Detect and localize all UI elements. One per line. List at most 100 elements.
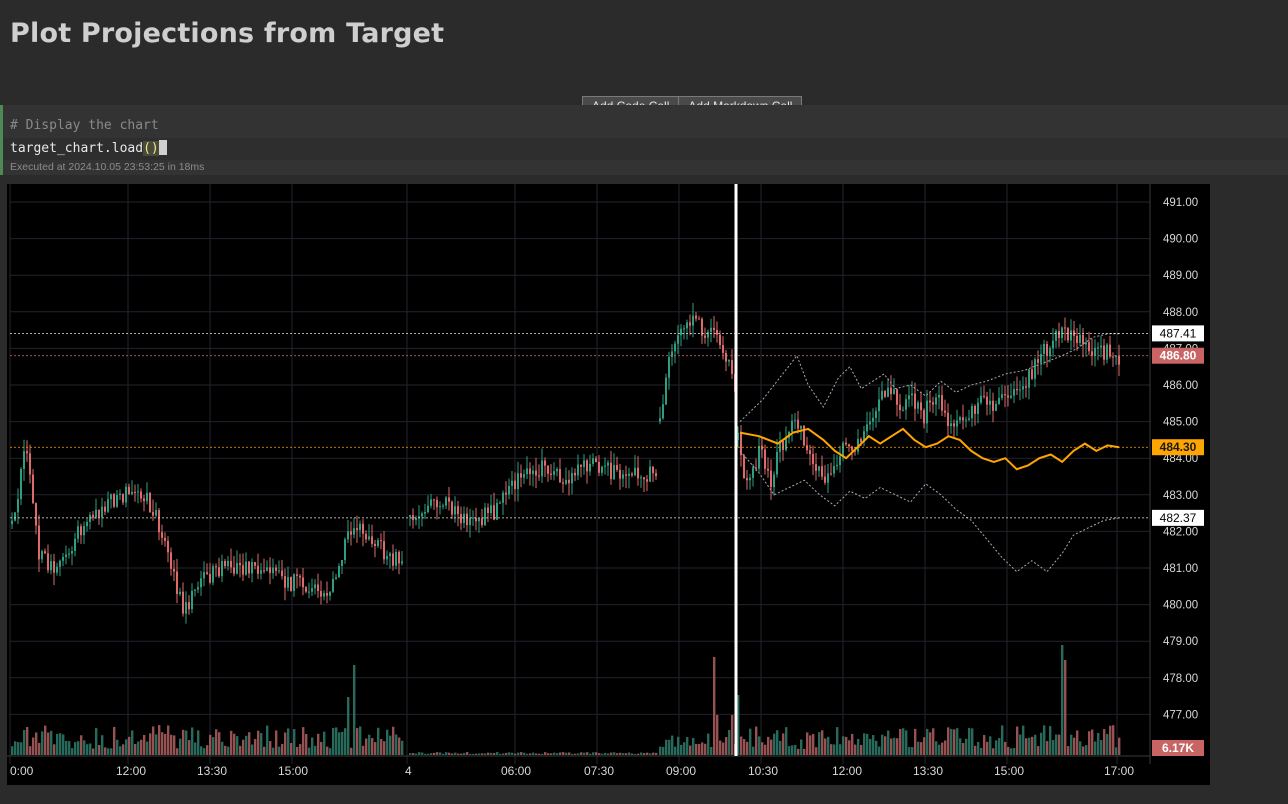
candle-body bbox=[353, 528, 355, 535]
volume-bar bbox=[980, 747, 983, 755]
candle-body bbox=[761, 445, 763, 450]
volume-bar bbox=[1097, 732, 1100, 755]
chart-area[interactable]: 491.00490.00489.00488.00487.00486.00485.… bbox=[7, 184, 1210, 785]
candle-body bbox=[992, 400, 994, 411]
volume-bar bbox=[583, 752, 586, 755]
volume-bar bbox=[601, 753, 604, 755]
candle-body bbox=[899, 404, 901, 411]
candle-body bbox=[1085, 342, 1087, 345]
candle-body bbox=[1007, 395, 1009, 398]
candle-body bbox=[113, 494, 115, 507]
candle-body bbox=[245, 561, 247, 575]
projection-upper-band bbox=[739, 333, 1119, 422]
volume-bar bbox=[905, 730, 908, 755]
candle-body bbox=[665, 377, 667, 405]
candle-body bbox=[53, 561, 55, 573]
volume-bar bbox=[140, 739, 143, 755]
volume-bar bbox=[451, 753, 454, 755]
code-editor-line[interactable]: target_chart.load() bbox=[10, 140, 167, 156]
volume-bar bbox=[83, 740, 86, 755]
volume-bar bbox=[992, 748, 995, 755]
x-tick-label: 15:00 bbox=[994, 764, 1024, 778]
candle-body bbox=[131, 491, 133, 494]
candle-body bbox=[439, 506, 441, 508]
volume-bar bbox=[752, 746, 755, 755]
volume-bar bbox=[689, 745, 692, 755]
volume-bar bbox=[731, 715, 734, 755]
volume-bar bbox=[1022, 725, 1025, 755]
volume-bar bbox=[134, 744, 137, 755]
candle-body bbox=[622, 474, 624, 479]
volume-bar bbox=[418, 752, 421, 755]
volume-bar bbox=[445, 752, 448, 755]
candle-body bbox=[1025, 386, 1027, 388]
volume-bar bbox=[517, 752, 520, 755]
candle-body bbox=[559, 469, 561, 483]
volume-bar bbox=[1061, 645, 1064, 755]
candle-body bbox=[514, 480, 516, 489]
candle-body bbox=[125, 486, 127, 503]
volume-bar bbox=[1028, 737, 1031, 755]
volume-bar bbox=[368, 734, 371, 755]
volume-bar bbox=[269, 741, 272, 755]
candle-body bbox=[463, 513, 465, 524]
candle-body bbox=[445, 497, 447, 506]
candle-body bbox=[857, 438, 859, 452]
volume-bar bbox=[41, 731, 44, 755]
volume-bar bbox=[665, 739, 668, 755]
volume-bar bbox=[686, 737, 689, 755]
volume-bar bbox=[764, 744, 767, 755]
candle-body bbox=[281, 570, 283, 577]
code-cell[interactable]: # Display the chart target_chart.load() … bbox=[0, 105, 1288, 175]
volume-bar bbox=[662, 746, 665, 755]
candle-body bbox=[290, 577, 292, 591]
volume-bar bbox=[514, 753, 517, 755]
volume-bar bbox=[920, 742, 923, 755]
candle-body bbox=[625, 474, 627, 476]
volume-bar bbox=[592, 752, 595, 755]
volume-bar bbox=[926, 728, 929, 755]
candle-body bbox=[583, 460, 585, 467]
candle-body bbox=[317, 584, 319, 592]
volume-bar bbox=[827, 736, 830, 755]
volume-bar bbox=[989, 736, 992, 755]
x-tick-label: 06:00 bbox=[501, 764, 531, 778]
candle-body bbox=[1001, 394, 1003, 398]
volume-bar bbox=[481, 753, 484, 755]
volume-bar bbox=[977, 741, 980, 755]
volume-bar bbox=[1016, 726, 1019, 755]
volume-bar bbox=[710, 747, 713, 755]
candle-body bbox=[308, 591, 310, 593]
volume-bar bbox=[266, 725, 269, 755]
volume-bar bbox=[281, 743, 284, 755]
volume-bar bbox=[983, 735, 986, 755]
candle-body bbox=[427, 505, 429, 513]
volume-bar bbox=[659, 746, 662, 755]
candle-body bbox=[725, 352, 727, 362]
volume-bar bbox=[625, 753, 628, 755]
volume-bar bbox=[586, 752, 589, 755]
candle-body bbox=[356, 528, 358, 531]
candle-body bbox=[421, 513, 423, 517]
volume-bar bbox=[722, 742, 725, 755]
candle-body bbox=[683, 328, 685, 330]
candle-body bbox=[881, 390, 883, 400]
candle-body bbox=[580, 464, 582, 467]
y-tick-label: 484.00 bbox=[1163, 453, 1198, 465]
candle-body bbox=[239, 563, 241, 566]
volume-bar bbox=[1034, 734, 1037, 755]
price-chart[interactable]: 491.00490.00489.00488.00487.00486.00485.… bbox=[7, 184, 1210, 785]
candle-body bbox=[965, 419, 967, 421]
volume-bar bbox=[332, 727, 335, 755]
candle-body bbox=[616, 465, 618, 470]
volume-bar bbox=[89, 743, 92, 755]
candle-body bbox=[878, 399, 880, 412]
candle-body bbox=[1094, 347, 1096, 356]
volume-bar bbox=[389, 735, 392, 755]
candle-body bbox=[601, 466, 603, 473]
volume-bar bbox=[1013, 748, 1016, 755]
volume-bar bbox=[857, 738, 860, 755]
x-tick-label: 13:30 bbox=[197, 764, 227, 778]
volume-bar bbox=[1106, 733, 1109, 755]
volume-bar bbox=[1007, 746, 1010, 755]
